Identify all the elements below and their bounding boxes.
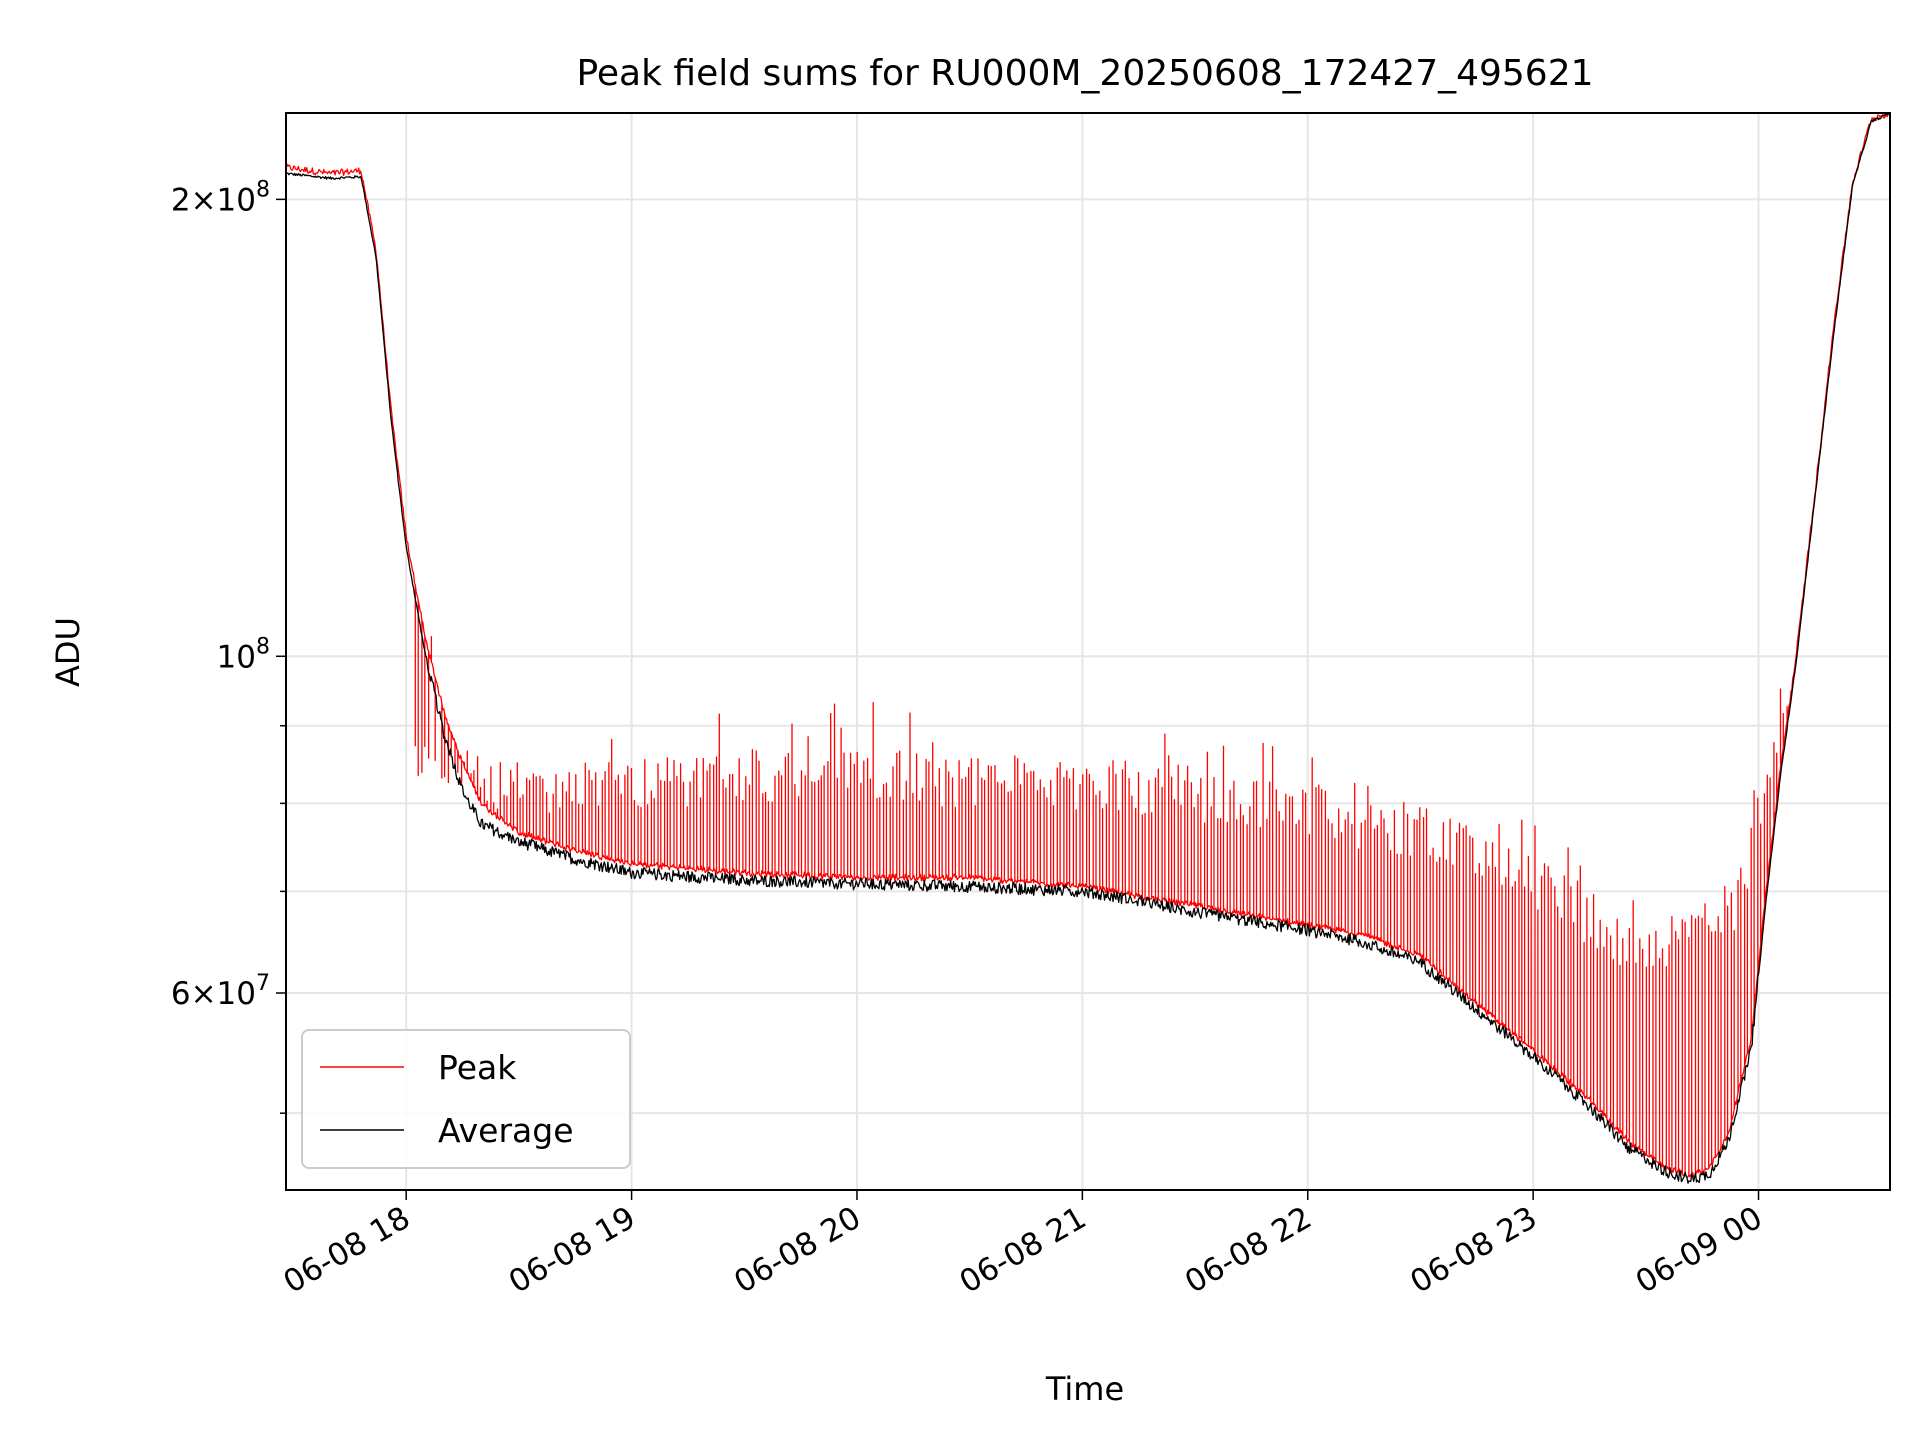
x-tick-label: 06-08 21 xyxy=(954,1200,1093,1301)
x-axis-label: Time xyxy=(1045,1370,1124,1408)
x-tick-label: 06-08 20 xyxy=(728,1200,867,1301)
legend-label-average: Average xyxy=(438,1111,574,1150)
x-tick-label: 06-09 00 xyxy=(1630,1200,1769,1301)
legend-label-peak: Peak xyxy=(438,1048,517,1087)
y-tick-label: 108 xyxy=(217,634,270,675)
chart-title: Peak field sums for RU000M_20250608_1724… xyxy=(576,53,1593,94)
y-tick-label: 6×107 xyxy=(171,971,270,1012)
x-tick-label: 06-08 19 xyxy=(503,1200,642,1301)
x-tick-label: 06-08 22 xyxy=(1179,1200,1318,1301)
series-line-peak xyxy=(286,113,1890,1178)
y-axis-label: ADU xyxy=(49,617,87,687)
legend-box xyxy=(301,1029,631,1169)
y-axis: 6×107 108 2×108 xyxy=(171,177,286,1114)
plot-frame xyxy=(285,112,1891,1191)
legend: Peak Average xyxy=(301,1029,631,1169)
series-layer xyxy=(286,113,1890,1184)
series-line-average xyxy=(286,113,1890,1184)
x-tick-label: 06-08 18 xyxy=(277,1200,416,1301)
x-tick-label: 06-08 23 xyxy=(1404,1200,1543,1301)
x-axis: 06-08 18 06-08 19 06-08 20 06-08 21 06-08 22… xyxy=(277,1190,1769,1301)
y-tick-label: 2×108 xyxy=(171,177,270,218)
